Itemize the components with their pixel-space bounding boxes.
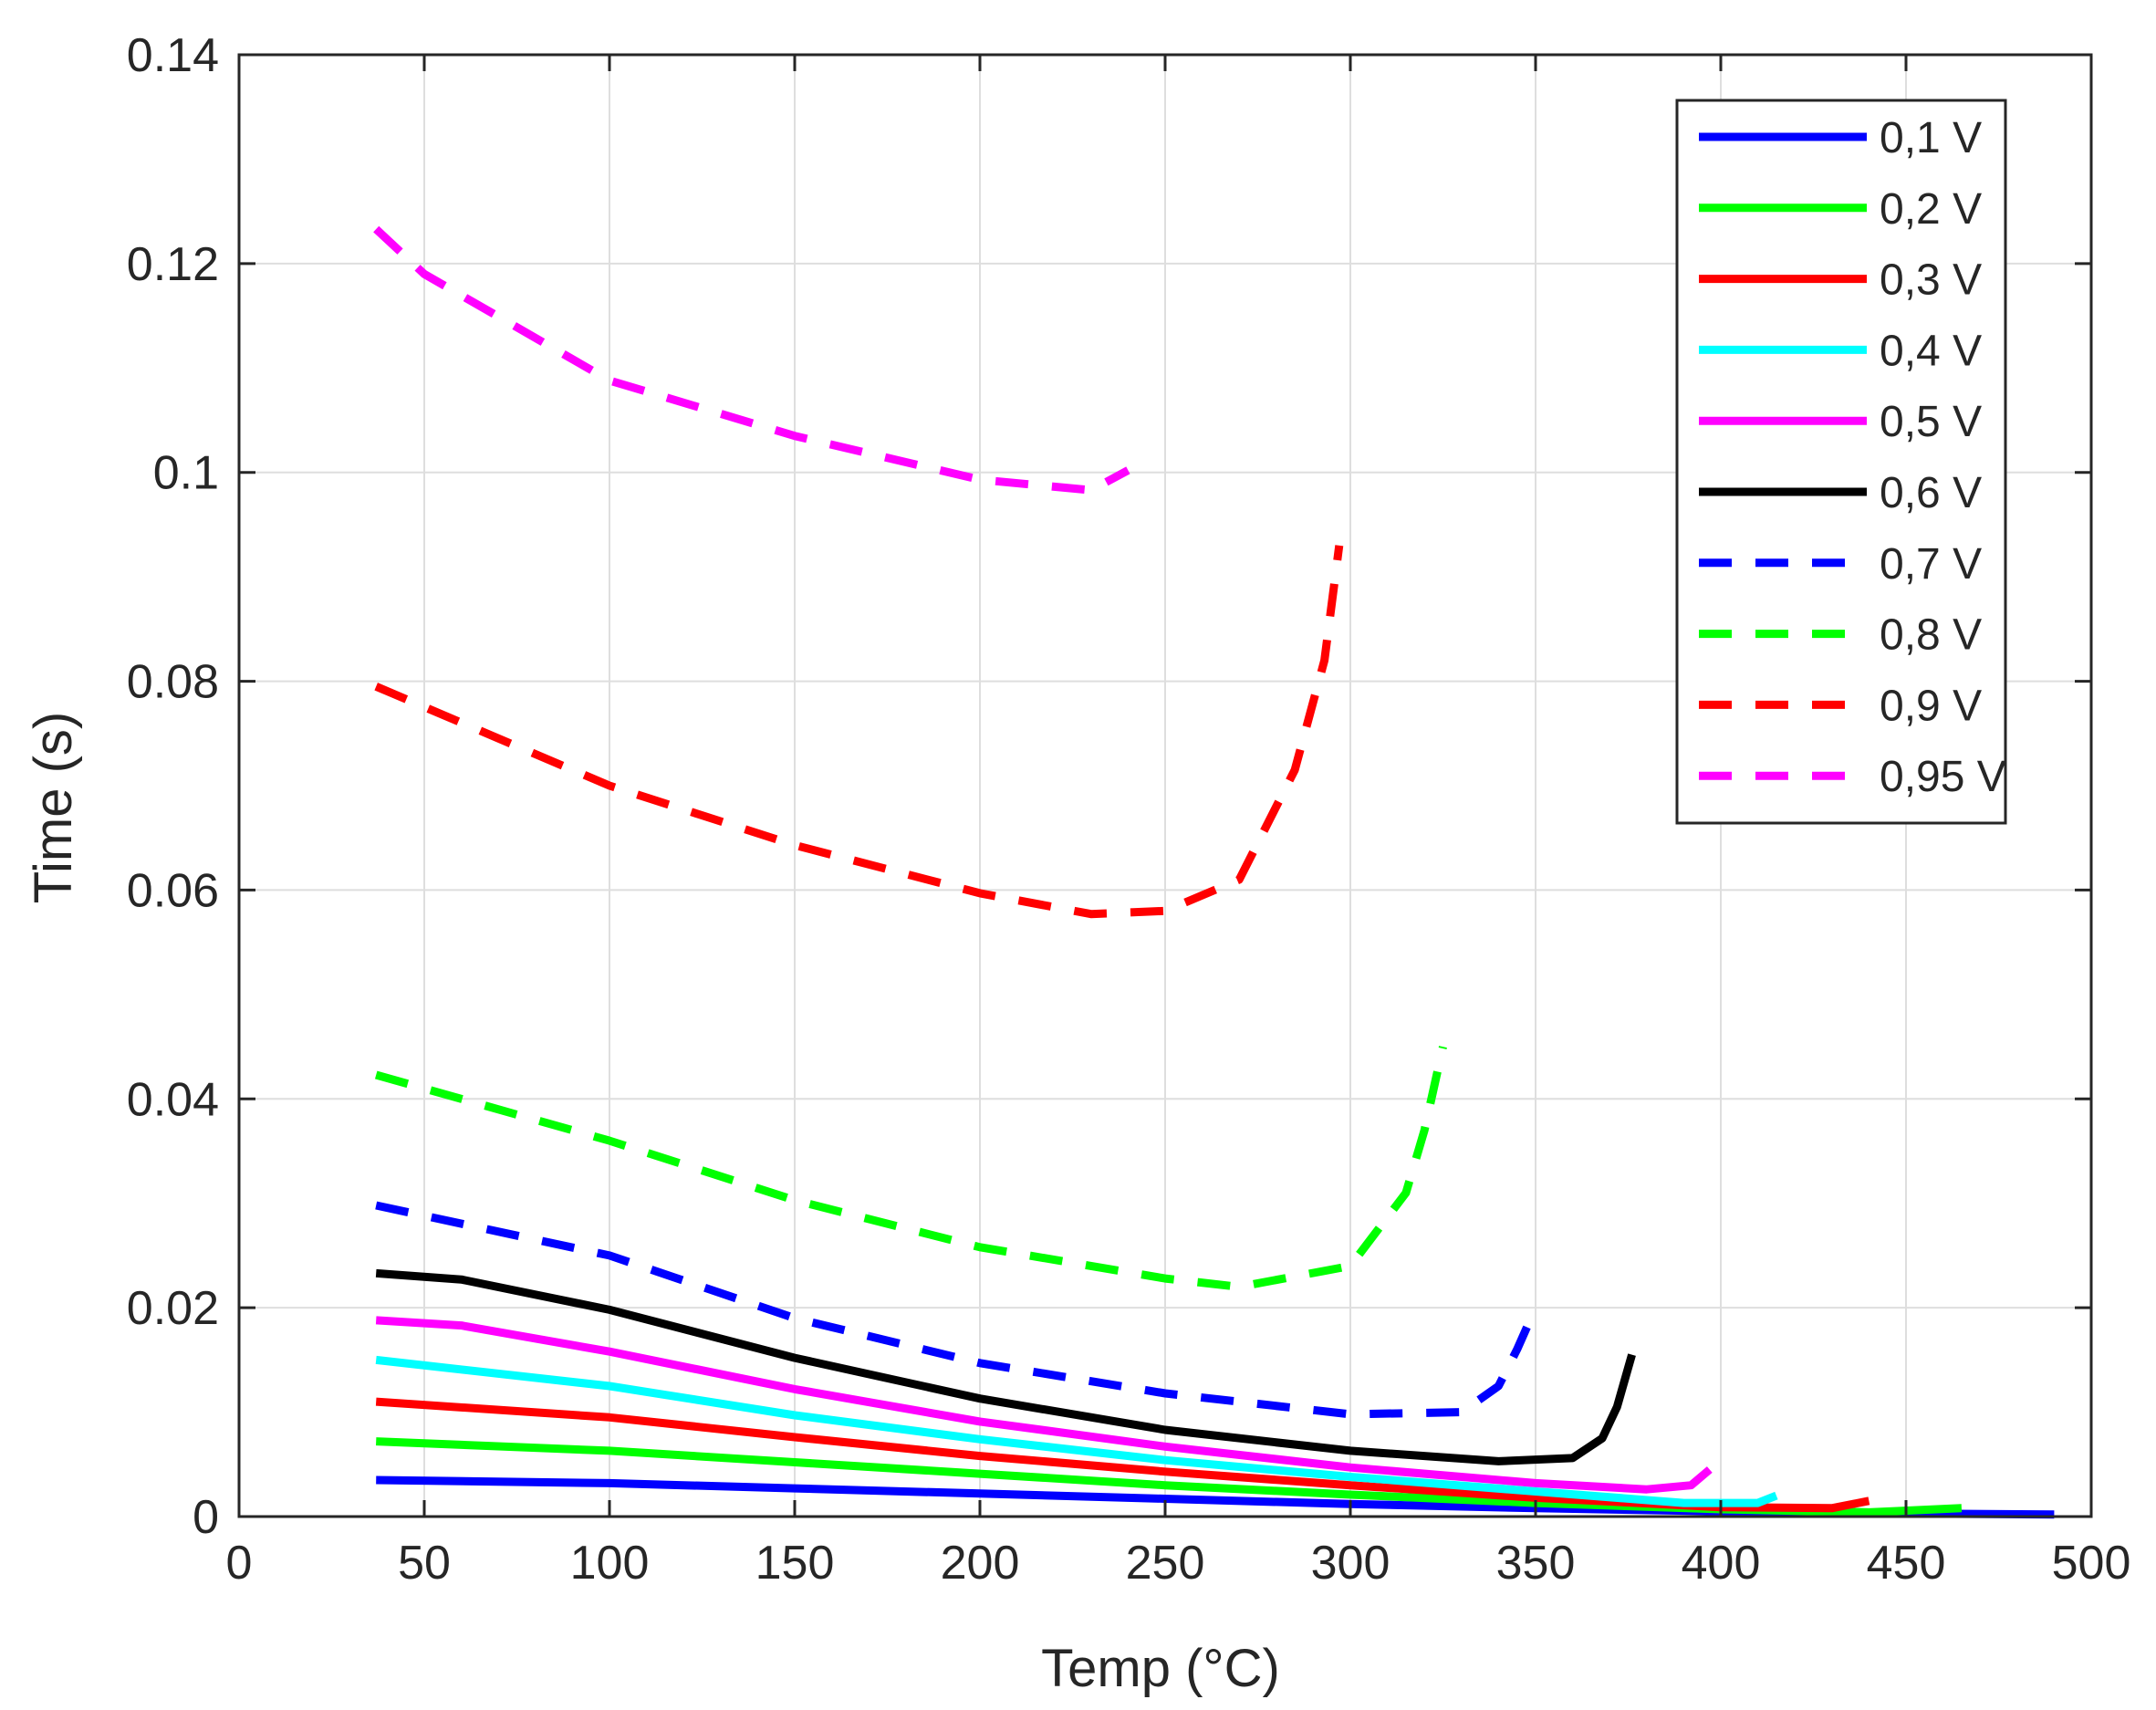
y-tick-label: 0.06 — [127, 864, 219, 917]
series-line-8 — [374, 545, 1344, 919]
series-line-2 — [375, 1397, 1870, 1513]
y-axis-tick-labels: 0 0.02 0.04 0.06 0.08 0.1 0.12 0.14 — [127, 29, 219, 1544]
y-tick-label: 0.08 — [127, 656, 219, 709]
x-tick-label: 200 — [941, 1537, 1020, 1590]
y-axis-label: Time (s) — [24, 712, 83, 903]
x-tick-label: 100 — [570, 1537, 650, 1590]
legend-label: 0,9 V — [1880, 682, 1982, 730]
x-tick-label: 150 — [755, 1537, 835, 1590]
axis-ticks — [237, 53, 2093, 1518]
x-tick-label: 50 — [398, 1537, 451, 1590]
y-tick-label: 0.02 — [127, 1282, 219, 1335]
y-tick-label: 0.12 — [127, 238, 219, 291]
x-axis-label: Temp (°C) — [1041, 1639, 1280, 1698]
y-tick-label: 0 — [193, 1491, 219, 1544]
legend-label: 0,8 V — [1880, 611, 1982, 660]
y-tick-label: 0.04 — [127, 1073, 219, 1126]
legend-label: 0,3 V — [1880, 256, 1982, 305]
y-tick-label: 0.1 — [153, 447, 219, 500]
series-line-5 — [375, 1268, 1636, 1465]
series-line-4 — [375, 1316, 1713, 1494]
y-tick-label: 0.14 — [127, 29, 219, 82]
x-tick-label: 500 — [2052, 1537, 2131, 1590]
legend-label: 0,95 V — [1880, 753, 2006, 801]
x-tick-label: 0 — [226, 1537, 253, 1590]
legend-label: 0,7 V — [1880, 540, 1982, 589]
legend-label: 0,2 V — [1880, 185, 1982, 234]
series-line-9 — [373, 225, 1130, 495]
legend-label: 0,6 V — [1880, 469, 1982, 517]
legend: 0,1 V 0,2 V 0,3 V 0,4 V 0,5 V 0,6 V 0,7 V 0,8 V… — [1675, 99, 2007, 825]
legend-label: 0,4 V — [1880, 327, 1982, 375]
x-tick-label: 400 — [1682, 1537, 1761, 1590]
series-line-6 — [375, 1201, 1540, 1419]
series-line-7 — [374, 1046, 1447, 1291]
x-tick-label: 250 — [1126, 1537, 1205, 1590]
legend-label: 0,5 V — [1880, 398, 1982, 446]
x-tick-label: 450 — [1867, 1537, 1946, 1590]
legend-label: 0,1 V — [1880, 114, 1982, 162]
x-axis-tick-labels: 0 50 100 150 200 250 300 350 400 450 500 — [226, 1537, 2131, 1590]
x-tick-label: 300 — [1311, 1537, 1390, 1590]
x-tick-label: 350 — [1496, 1537, 1576, 1590]
